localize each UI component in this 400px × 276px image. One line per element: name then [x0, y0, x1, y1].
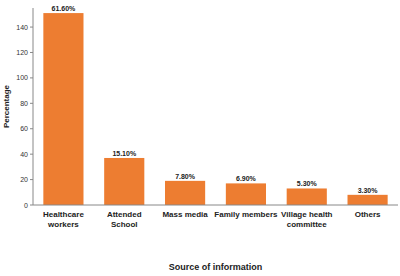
x-tick-label: AttendedSchool	[107, 210, 142, 229]
y-axis	[33, 8, 34, 205]
y-tick-label: 20	[20, 176, 28, 183]
y-tick-label: 80	[20, 100, 28, 107]
bar	[348, 195, 388, 205]
data-label: 5.30%	[297, 180, 318, 187]
data-label: 3.30%	[358, 187, 379, 194]
y-axis-title: Percentage	[2, 84, 11, 128]
x-tick-label: Family members	[214, 210, 278, 219]
bar	[287, 188, 327, 205]
x-axis	[33, 205, 398, 206]
chart: 0 20 40 60 80 100 120 140 61.60% 15.10% 7.80% 6.90%…	[0, 0, 400, 276]
x-tick-label: Village healthcommittee	[281, 210, 333, 229]
x-tick-label: Mass media	[162, 210, 208, 219]
bar	[226, 183, 266, 205]
y-tick-label: 40	[20, 151, 28, 158]
bars	[43, 13, 387, 205]
y-tick-label: 0	[24, 202, 28, 209]
bar	[43, 13, 83, 205]
y-tick-label: 120	[16, 49, 28, 56]
data-label: 15.10%	[112, 150, 137, 157]
data-label: 61.60%	[52, 5, 77, 12]
x-axis-title: Source of information	[169, 262, 263, 272]
y-tick-label: 100	[16, 74, 28, 81]
bar	[165, 181, 205, 205]
x-tick-label: Healthcareworkers	[43, 210, 84, 229]
data-label: 7.80%	[175, 173, 196, 180]
y-tick-label: 140	[16, 24, 28, 31]
data-label: 6.90%	[236, 175, 257, 182]
y-tick-label: 60	[20, 125, 28, 132]
x-tick-label: Others	[355, 210, 381, 219]
bar	[104, 158, 144, 205]
chart-container: 0 20 40 60 80 100 120 140 61.60% 15.10% 7.80% 6.90%…	[0, 0, 400, 276]
